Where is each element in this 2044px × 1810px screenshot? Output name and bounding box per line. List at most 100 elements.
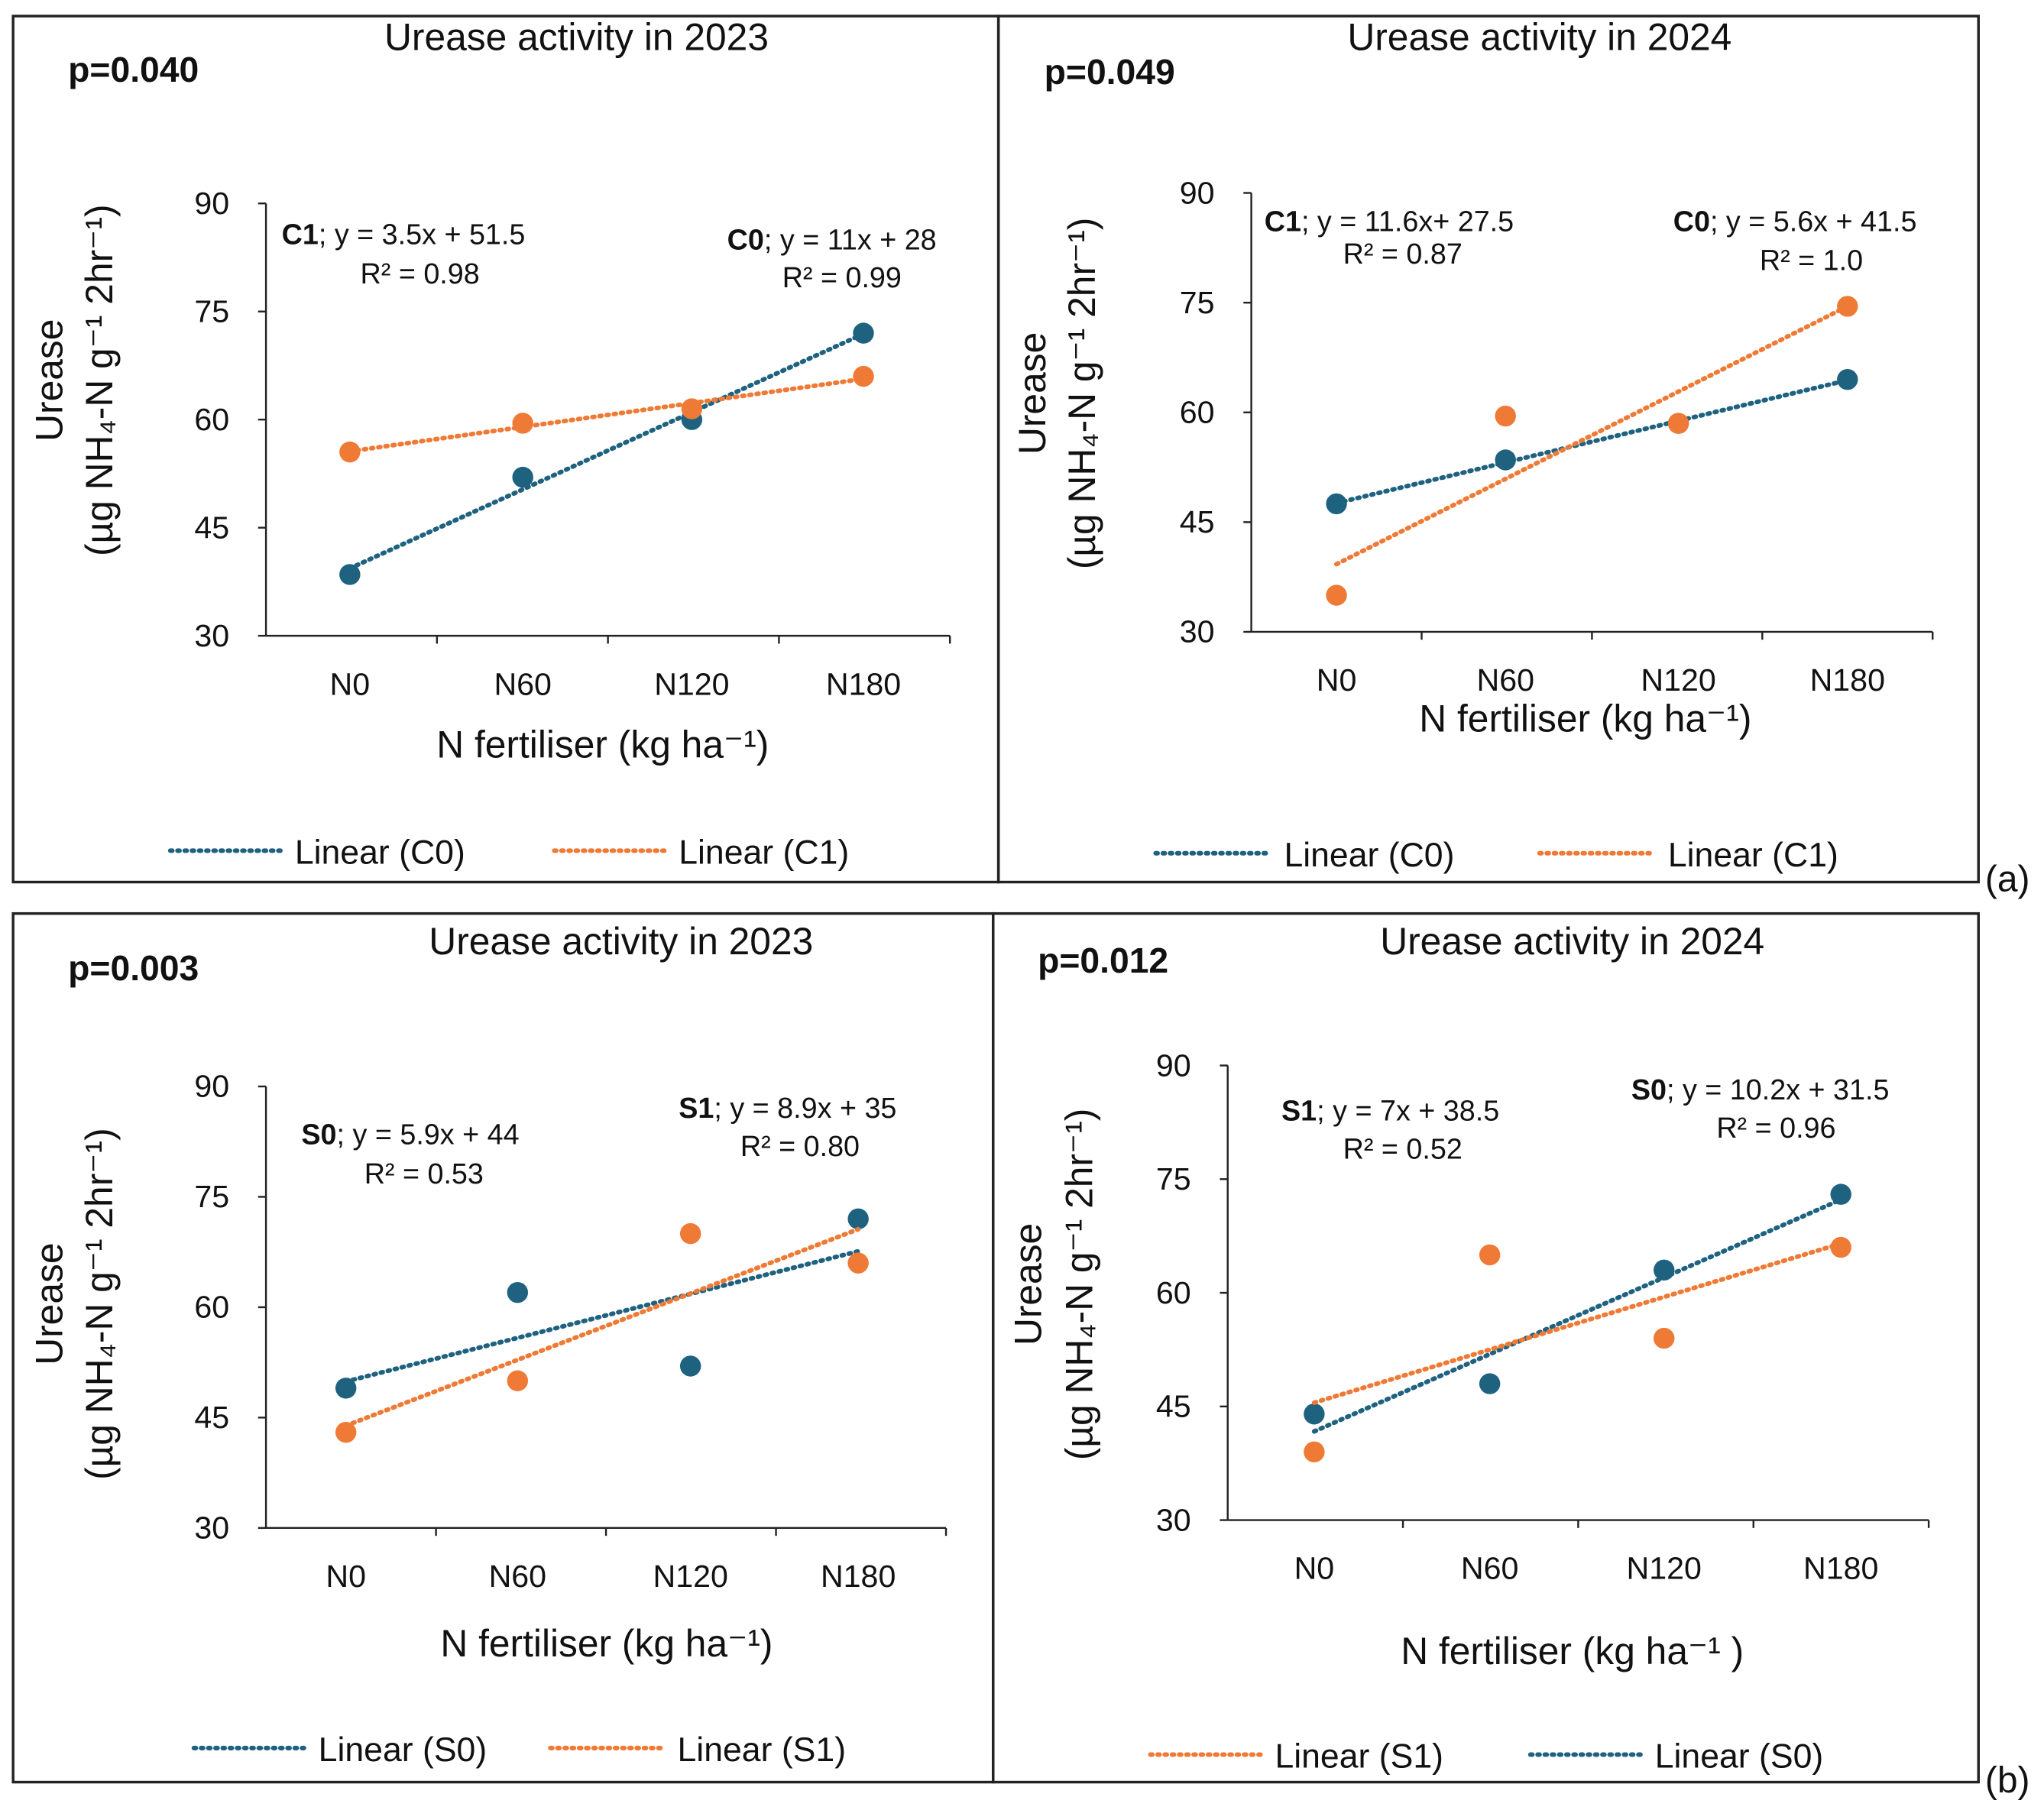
chart-title: Urease activity in 2024 [1347, 16, 1731, 59]
p-value: p=0.003 [68, 948, 199, 988]
equation-text: ; y = 7x + 38.5 [1317, 1095, 1499, 1127]
chart-panel-1: Urease activity in 2023 p=0.040 30 45 60 75 90… [11, 15, 1000, 884]
y-tick-label: 30 [1156, 1502, 1191, 1537]
data-point-s0 [1654, 1259, 1675, 1281]
x-tick-label: N180 [826, 666, 901, 701]
y-tick-label: 30 [194, 1510, 229, 1546]
y-axis-units: (µg NH₄-N g⁻¹ 2hr⁻¹) [1061, 218, 1103, 570]
trend-equation: S0; y = 5.9x + 44 [301, 1118, 519, 1150]
data-point-s0 [679, 1355, 701, 1377]
x-tick-label: N60 [494, 666, 551, 701]
x-axis-title: N fertiliser (kg ha⁻¹) [440, 1622, 773, 1665]
y-tick-label: 90 [1180, 175, 1215, 210]
data-point-c0 [1326, 493, 1347, 515]
y-axis-units: (µg NH₄-N g⁻¹ 2hr⁻¹) [78, 1128, 121, 1480]
trend-equation: S1; y = 8.9x + 35 [679, 1092, 896, 1124]
data-point-c1 [339, 441, 361, 463]
legend-label: Linear (S1) [1275, 1738, 1443, 1776]
equation-series-name: S0 [1631, 1073, 1667, 1106]
legend-item: Linear (S0) [191, 1731, 488, 1769]
data-point-c1 [1495, 405, 1516, 427]
x-axis-title: N fertiliser (kg ha⁻¹ ) [1401, 1630, 1744, 1672]
chart-title: Urease activity in 2024 [1380, 920, 1764, 963]
r-squared: R² = 0.96 [1716, 1112, 1835, 1144]
equation-series-name: S1 [679, 1092, 714, 1124]
data-point-s1 [1479, 1244, 1501, 1266]
legend-label: Linear (C0) [295, 834, 465, 871]
data-point-c0 [512, 466, 533, 488]
data-point-s0 [335, 1378, 357, 1399]
data-point-c0 [853, 322, 874, 344]
x-tick-label: N0 [1317, 662, 1357, 698]
y-tick-label: 60 [1156, 1275, 1191, 1310]
equation-text: ; y = 11x + 28 [764, 223, 937, 255]
figure-tag-a: (a) [1985, 859, 2030, 899]
equation-text: ; y = 5.6x + 41.5 [1710, 205, 1917, 237]
equation-series-name: C1 [282, 218, 319, 250]
y-axis-title: Urease [1007, 1223, 1050, 1345]
data-point-c1 [1667, 413, 1689, 434]
x-tick-label: N0 [1294, 1551, 1335, 1586]
legend-item: Linear (C1) [1537, 837, 1838, 874]
data-point-s1 [1304, 1441, 1325, 1463]
chart-panel-2: Urease activity in 2024 p=0.049 30 45 60 75 90… [996, 15, 1980, 884]
figure-tag-b: (b) [1985, 1760, 2030, 1801]
x-tick-label: N120 [1627, 1551, 1702, 1586]
x-tick-label: N0 [326, 1559, 366, 1594]
legend-item: Linear (S0) [1527, 1738, 1824, 1776]
r-squared: R² = 0.52 [1343, 1132, 1463, 1164]
r-squared: R² = 1.0 [1760, 244, 1863, 277]
x-tick-label: N120 [654, 666, 729, 701]
y-tick-label: 90 [194, 186, 229, 221]
legend-item: Linear (C1) [552, 834, 849, 871]
data-point-c0 [1837, 368, 1858, 390]
r-squared: R² = 0.53 [364, 1158, 484, 1190]
data-point-s1 [847, 1252, 869, 1274]
y-tick-label: 60 [194, 1290, 229, 1325]
chart-title: Urease activity in 2023 [384, 16, 769, 59]
equation-series-name: C0 [1673, 205, 1710, 237]
legend-label: Linear (C1) [679, 834, 849, 871]
x-tick-label: N180 [1803, 1551, 1878, 1586]
chart-panel-3: Urease activity in 2023 p=0.003 30 45 60 75 90… [11, 911, 995, 1784]
p-value: p=0.012 [1038, 941, 1168, 980]
y-tick-label: 90 [1156, 1047, 1191, 1083]
trend-equation: C1; y = 11.6x+ 27.5 [1265, 205, 1514, 237]
y-axis-units: (µg NH₄-N g⁻¹ 2hr⁻¹) [78, 204, 121, 556]
legend-item: Linear (C0) [1153, 837, 1454, 874]
y-tick-label: 45 [194, 1400, 229, 1435]
data-point-c1 [512, 413, 533, 434]
y-tick-label: 75 [1156, 1161, 1191, 1196]
equation-series-name: C0 [727, 223, 764, 255]
y-axis-title: Urease [1011, 332, 1054, 455]
trendline-c0 [1334, 377, 1850, 506]
y-tick-label: 45 [1180, 504, 1215, 539]
trendline-s0 [1311, 1197, 1844, 1434]
data-point-c0 [1495, 449, 1516, 471]
legend-label: Linear (C1) [1668, 837, 1838, 874]
r-squared: R² = 0.99 [782, 261, 902, 293]
y-axis-title: Urease [28, 1242, 71, 1365]
data-point-s1 [507, 1370, 529, 1391]
legend-item: Linear (C0) [167, 834, 465, 871]
data-point-s0 [1304, 1404, 1325, 1425]
trendline-s0 [343, 1248, 861, 1384]
legend-label: Linear (C0) [1284, 837, 1454, 874]
y-tick-label: 90 [194, 1069, 229, 1104]
panel-border [996, 15, 1980, 884]
y-tick-label: 60 [1180, 394, 1215, 429]
legend-label: Linear (S0) [1655, 1738, 1824, 1776]
r-squared: R² = 0.98 [361, 257, 480, 290]
legend-label: Linear (S1) [678, 1731, 847, 1769]
legend-label: Linear (S0) [319, 1731, 488, 1769]
data-point-c1 [681, 398, 703, 419]
x-axis-title: N fertiliser (kg ha⁻¹) [1419, 697, 1751, 740]
y-tick-label: 75 [194, 1179, 229, 1214]
p-value: p=0.049 [1045, 52, 1175, 92]
x-tick-label: N60 [489, 1559, 546, 1594]
data-point-s0 [507, 1281, 529, 1303]
trend-equation: C0; y = 11x + 28 [727, 223, 937, 255]
data-point-s0 [1479, 1373, 1501, 1394]
data-point-s0 [847, 1208, 869, 1230]
r-squared: R² = 0.80 [740, 1130, 860, 1162]
